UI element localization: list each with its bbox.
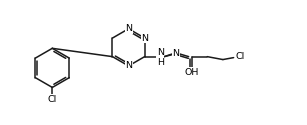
Text: N: N [125,61,132,70]
Text: Cl: Cl [236,52,245,61]
Text: N: N [173,49,180,58]
Text: N
H: N H [157,48,164,67]
Text: N: N [141,34,148,42]
Text: Cl: Cl [48,95,57,104]
Text: N: N [125,24,132,33]
Text: OH: OH [185,68,199,77]
